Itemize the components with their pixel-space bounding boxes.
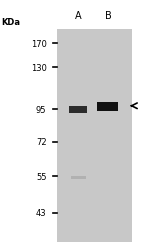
FancyBboxPatch shape	[70, 176, 86, 179]
Text: B: B	[105, 11, 111, 21]
Text: 72: 72	[36, 138, 46, 147]
FancyBboxPatch shape	[69, 106, 87, 113]
FancyBboxPatch shape	[57, 30, 132, 242]
Text: KDa: KDa	[2, 18, 21, 27]
Text: A: A	[75, 11, 81, 21]
Text: 43: 43	[36, 208, 46, 217]
Text: 55: 55	[36, 172, 46, 181]
Text: 130: 130	[31, 64, 46, 73]
Text: 95: 95	[36, 105, 46, 114]
Text: 170: 170	[31, 40, 46, 49]
FancyBboxPatch shape	[98, 102, 118, 112]
